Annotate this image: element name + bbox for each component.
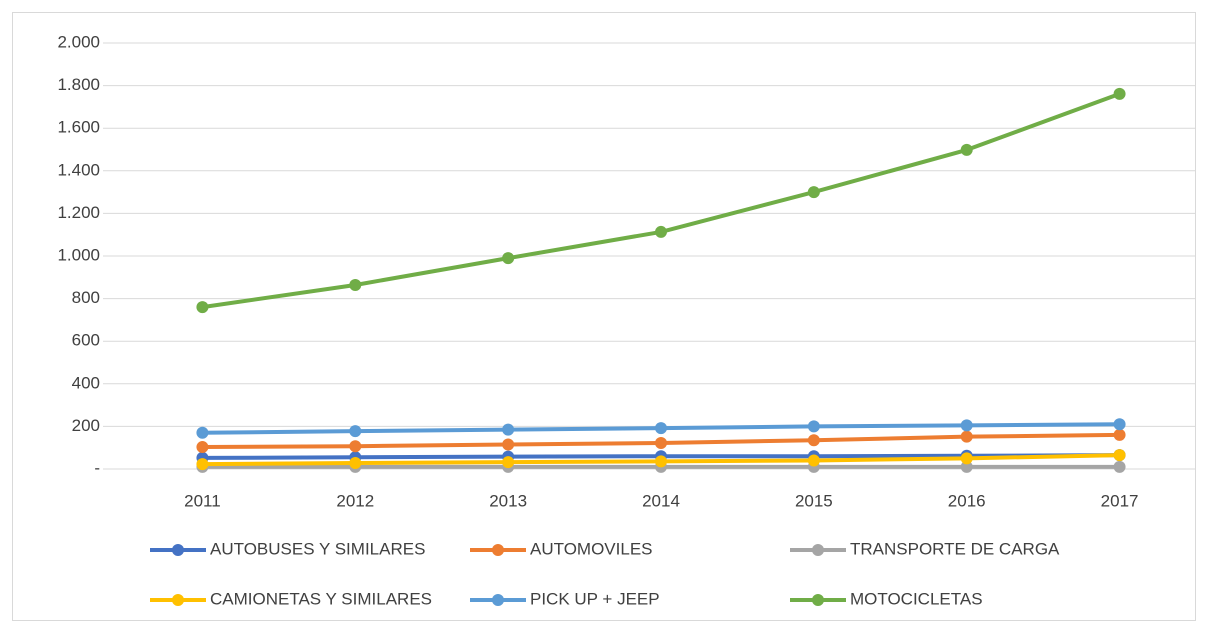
point (1113, 428, 1126, 441)
y-tick-label: 600 (72, 331, 100, 350)
point (349, 457, 362, 470)
point (960, 452, 973, 465)
point (1113, 418, 1126, 431)
y-tick-label: - (94, 458, 100, 477)
point (1113, 460, 1126, 473)
legend-marker (172, 594, 184, 606)
y-tick-label: 400 (72, 373, 100, 392)
point (349, 278, 362, 291)
legend-label: AUTOBUSES Y SIMILARES (210, 539, 425, 558)
legend-marker (172, 544, 184, 556)
point (960, 460, 973, 473)
legend-marker (812, 594, 824, 606)
y-tick-label: 1.200 (57, 203, 100, 222)
point (502, 252, 515, 265)
point (655, 437, 667, 450)
point (807, 186, 820, 199)
y-tick-label: 800 (72, 288, 100, 307)
legend-label: MOTOCICLETAS (850, 589, 983, 608)
legend-marker (492, 544, 504, 556)
point (502, 438, 515, 451)
point (196, 426, 209, 439)
point (960, 430, 973, 443)
x-tick-label: 2016 (948, 491, 986, 510)
y-tick-label: 1.800 (57, 75, 100, 94)
legend-label: PICK UP + JEEP (530, 589, 660, 608)
point (349, 425, 362, 438)
point (502, 423, 515, 436)
point (1113, 87, 1126, 100)
legend-label: AUTOMOVILES (530, 539, 653, 558)
point (960, 143, 973, 156)
y-tick-label: 200 (72, 416, 100, 435)
chart-border (12, 12, 1196, 621)
x-tick-label: 2013 (489, 491, 527, 510)
point (807, 454, 820, 467)
legend-label: TRANSPORTE DE CARGA (850, 539, 1060, 558)
y-tick-label: 2.000 (57, 32, 100, 51)
y-tick-label: 1.600 (57, 118, 100, 137)
point (1113, 449, 1126, 462)
legend-label: CAMIONETAS Y SIMILARES (210, 589, 432, 608)
point (349, 440, 362, 453)
x-tick-label: 2014 (642, 491, 680, 510)
point (655, 455, 667, 468)
point (196, 441, 209, 454)
point (655, 225, 667, 238)
x-tick-label: 2012 (336, 491, 374, 510)
point (502, 456, 515, 469)
point (196, 301, 209, 314)
legend-marker (492, 594, 504, 606)
x-tick-label: 2015 (795, 491, 833, 510)
legend-marker (812, 544, 824, 556)
point (807, 420, 820, 433)
y-tick-label: 1.000 (57, 245, 100, 264)
x-tick-label: 2017 (1101, 491, 1139, 510)
x-tick-label: 2011 (184, 491, 221, 510)
point (960, 419, 973, 432)
point (807, 434, 820, 447)
point (655, 422, 667, 435)
y-tick-label: 1.400 (57, 160, 100, 179)
point (196, 458, 209, 471)
